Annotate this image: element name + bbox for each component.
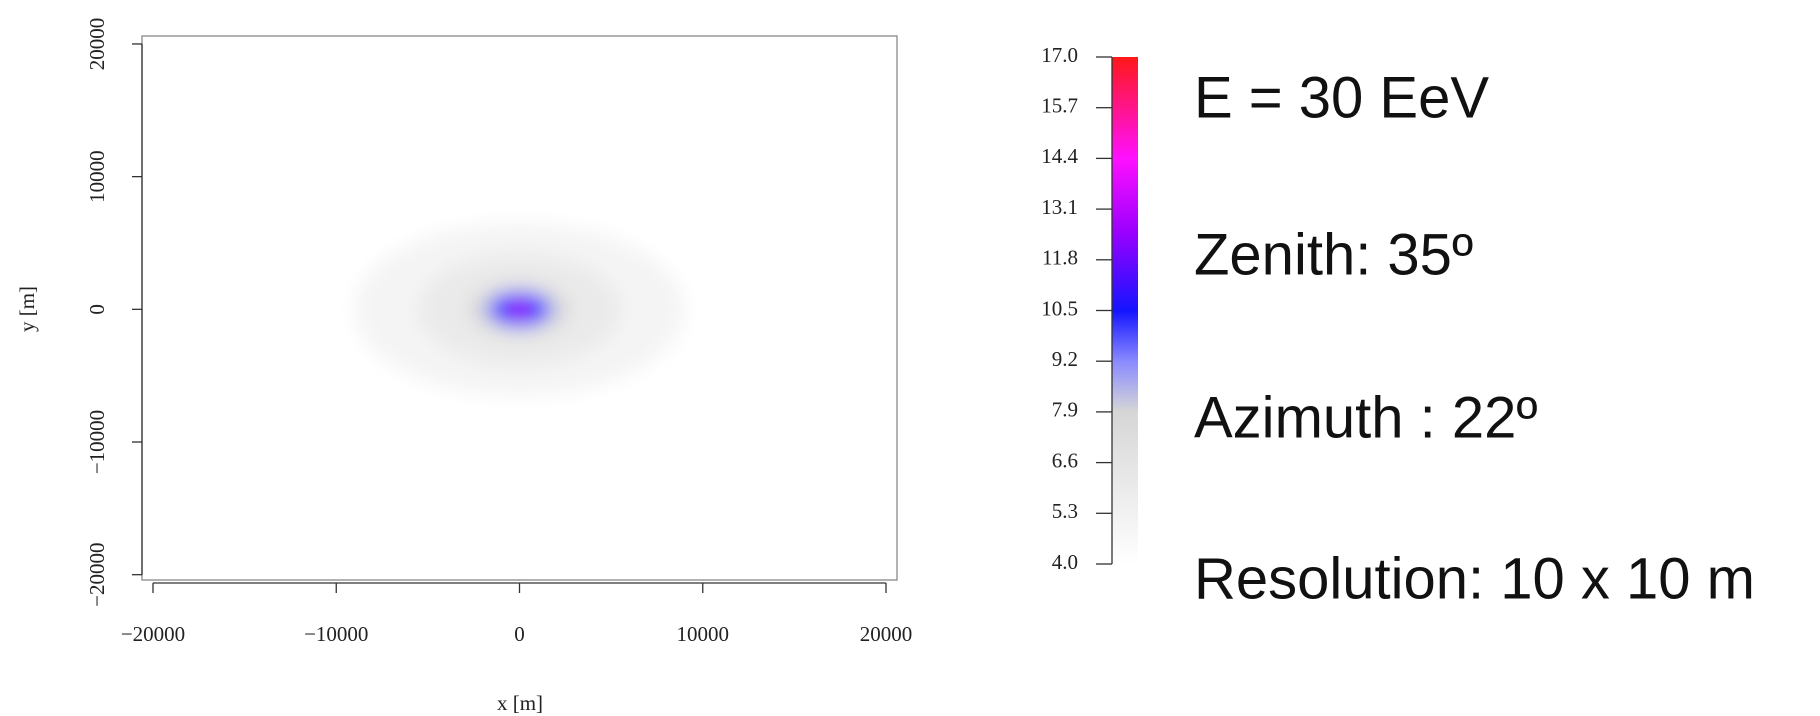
colorbar-tick-label: 9.2 bbox=[1052, 347, 1078, 371]
x-tick-label: −20000 bbox=[121, 622, 185, 646]
x-tick-label: 0 bbox=[514, 622, 525, 646]
colorbar-tick-label: 5.3 bbox=[1052, 499, 1078, 523]
colorbar-tick-label: 11.8 bbox=[1042, 246, 1078, 270]
annotation: Resolution: 10 x 10 m bbox=[1194, 546, 1755, 611]
x-tick-label: 20000 bbox=[860, 622, 913, 646]
annotation: Azimuth : 22º bbox=[1194, 385, 1538, 450]
colorbar-tick-label: 17.0 bbox=[1041, 43, 1078, 67]
colorbar-tick-label: 6.6 bbox=[1052, 448, 1078, 472]
colorbar-tick-label: 7.9 bbox=[1052, 398, 1078, 422]
annotation: E = 30 EeV bbox=[1194, 65, 1489, 130]
heat-contour bbox=[513, 305, 526, 314]
y-tick-label: 10000 bbox=[85, 150, 109, 203]
colorbar-tick-label: 15.7 bbox=[1041, 94, 1078, 118]
x-tick-label: −10000 bbox=[304, 622, 368, 646]
colorbar-tick-label: 4.0 bbox=[1052, 550, 1078, 574]
colorbar bbox=[1112, 57, 1138, 564]
colorbar-tick-label: 14.4 bbox=[1041, 144, 1078, 168]
x-axis-label: x [m] bbox=[497, 691, 543, 715]
y-tick-label: 20000 bbox=[85, 18, 109, 71]
heatmap bbox=[354, 223, 685, 396]
y-tick-label: −10000 bbox=[85, 410, 109, 474]
annotation: Zenith: 35º bbox=[1194, 222, 1473, 287]
y-tick-label: 0 bbox=[85, 304, 109, 315]
y-tick-label: −20000 bbox=[85, 543, 109, 607]
colorbar-tick-label: 10.5 bbox=[1041, 296, 1078, 320]
colorbar-tick-label: 13.1 bbox=[1041, 195, 1078, 219]
x-tick-label: 10000 bbox=[677, 622, 730, 646]
y-axis-label: y [m] bbox=[15, 286, 39, 332]
